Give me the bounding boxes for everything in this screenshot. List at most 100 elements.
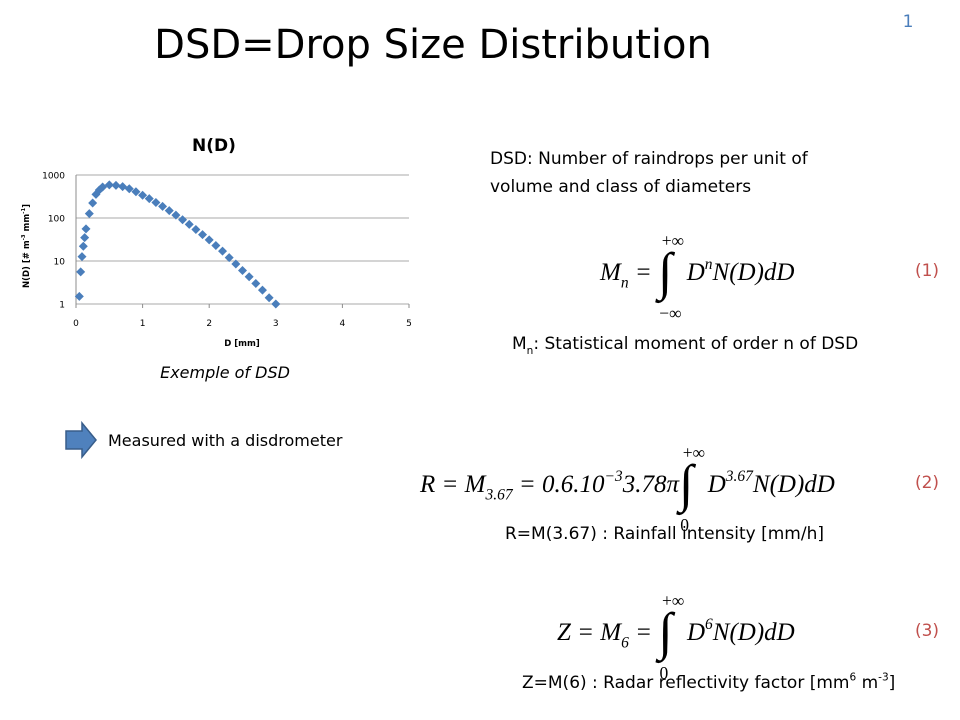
page-number: 1 <box>903 12 914 32</box>
script-text: -1 <box>21 208 27 214</box>
script-text: n <box>527 345 534 357</box>
x-tick-label: 3 <box>273 319 279 329</box>
x-tick-label: 0 <box>73 319 79 329</box>
text-segment: D <box>707 471 726 498</box>
definition-line: DSD: Number of raindrops per unit of <box>490 149 809 169</box>
data-point <box>204 235 214 245</box>
data-point <box>81 224 91 234</box>
integral-sign: ∫ <box>655 603 676 664</box>
text-segment: D <box>686 619 705 646</box>
text-segment: : Statistical moment of order n of DSD <box>533 334 858 354</box>
data-point <box>78 241 88 251</box>
data-point <box>264 293 274 303</box>
text-segment: M <box>512 334 527 354</box>
data-point <box>98 182 108 192</box>
integral-upper: +∞ <box>662 230 684 250</box>
text-segment: N(D) [# m <box>22 240 32 288</box>
text-segment: M <box>599 259 622 286</box>
integral-lower: 0 <box>659 663 668 683</box>
script-text: 6 <box>621 635 629 652</box>
data-point <box>231 259 241 269</box>
data-point <box>80 233 90 243</box>
text-segment: D <box>686 259 705 286</box>
data-point <box>238 266 247 276</box>
data-point <box>178 215 188 225</box>
data-point <box>211 240 221 250</box>
equation-number: (1) <box>915 261 939 281</box>
text-segment: R=M(3.67) : Rainfall intensity [mm/h] <box>505 524 824 544</box>
data-point <box>244 272 254 282</box>
text-segment: = <box>629 259 658 286</box>
chart-caption: Exemple of DSD <box>160 363 290 382</box>
data-point <box>191 225 201 235</box>
data-point <box>88 198 98 208</box>
y-tick-label: 1 <box>59 301 65 311</box>
equation-number: (2) <box>915 473 939 493</box>
slide-title: DSD=Drop Size Distribution <box>154 22 712 68</box>
y-axis-label: N(D) [# m-3 mm-1] <box>21 204 32 288</box>
text-segment: = 0.6.10 <box>513 471 605 498</box>
data-point <box>124 184 134 194</box>
chart-title: N(D) <box>192 136 236 156</box>
text-segment: ] <box>22 204 32 208</box>
script-text: -3 <box>21 234 27 240</box>
text-segment: = <box>629 619 658 646</box>
x-tick-label: 1 <box>140 319 146 329</box>
x-tick-label: 2 <box>206 319 212 329</box>
text-segment: N(D)dD <box>752 471 835 498</box>
data-point <box>218 246 228 256</box>
script-text: 6 <box>849 671 856 683</box>
data-point <box>271 299 281 309</box>
data-point <box>138 190 148 200</box>
data-point <box>104 180 114 190</box>
data-point <box>144 194 154 204</box>
text-segment: mm <box>22 214 32 235</box>
data-point <box>74 291 84 301</box>
text-segment: ] <box>889 673 896 693</box>
data-point <box>224 253 234 263</box>
text-segment: Z=M(6) : Radar reflectivity factor [mm <box>522 673 849 693</box>
arrow <box>65 420 97 460</box>
text-segment: N(D)dD <box>712 619 795 646</box>
integral-lower: 0 <box>680 515 689 535</box>
script-text: n <box>621 275 629 292</box>
text-segment: N(D)dD <box>712 259 795 286</box>
x-tick-label: 5 <box>406 319 412 329</box>
data-point <box>198 230 208 240</box>
data-point <box>184 219 194 229</box>
data-point <box>151 198 161 208</box>
x-axis-label: D [mm] <box>224 339 260 349</box>
data-point <box>171 210 181 220</box>
script-text: −3 <box>604 468 622 485</box>
integral-sign: ∫ <box>655 243 676 304</box>
integral-upper: +∞ <box>683 442 705 462</box>
data-point <box>164 206 174 216</box>
text-segment: Z = M <box>557 619 622 646</box>
data-point <box>257 285 267 295</box>
definition-line: volume and class of diameters <box>490 177 751 197</box>
integral-sign: ∫ <box>676 455 697 516</box>
arrow-text: Measured with a disdrometer <box>108 431 343 450</box>
data-point <box>76 267 86 277</box>
data-point <box>158 201 168 211</box>
text-segment: R = M <box>419 471 487 498</box>
text-segment: m <box>856 673 878 693</box>
x-tick-label: 4 <box>340 319 346 329</box>
equation-number: (3) <box>915 621 939 641</box>
script-text: 3.67 <box>725 468 754 485</box>
y-tick-label: 100 <box>48 215 65 225</box>
data-point <box>77 252 87 262</box>
script-text: 6 <box>705 616 713 633</box>
integral-lower: −∞ <box>659 303 681 323</box>
equation: R = M 3.67 = 0.6.10 −3 3.78π ∫+∞0D 3.67 N(D)dD <box>419 442 835 535</box>
data-point <box>118 182 128 192</box>
script-text: n <box>705 256 713 273</box>
script-text: -3 <box>878 671 889 683</box>
y-tick-label: 1000 <box>42 172 65 182</box>
script-text: 3.67 <box>484 487 513 504</box>
